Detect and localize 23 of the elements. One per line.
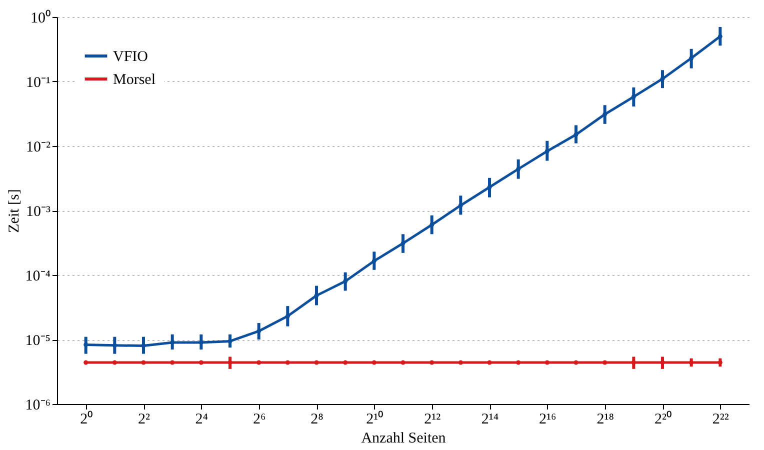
- x-tick-label: 2¹⁰: [366, 410, 384, 428]
- x-axis-title: Anzahl Seiten: [361, 430, 446, 446]
- y-tick-label: 10⁻⁵: [25, 333, 50, 349]
- y-tick-label: 10⁻²: [26, 140, 51, 156]
- x-tick-label: 2⁸: [310, 412, 324, 428]
- y-axis-title: Zeit [s]: [6, 189, 22, 233]
- x-tick-label: 2¹⁴: [481, 412, 499, 428]
- legend-label: VFIO: [113, 49, 148, 65]
- x-tick-label: 2¹⁶: [539, 412, 556, 428]
- x-tick-label: 2²: [138, 412, 150, 428]
- y-tick-label: 10⁰: [30, 10, 50, 26]
- y-tick-label: 10⁻⁴: [25, 268, 50, 284]
- x-tick-label: 2¹²: [424, 412, 442, 428]
- y-tick-label: 10⁻³: [26, 204, 51, 220]
- y-tick-label: 10⁻⁶: [25, 398, 50, 414]
- x-tick-label: 2²²: [712, 412, 730, 428]
- x-tick-label: 2⁰: [80, 410, 93, 428]
- legend-label: Morsel: [113, 72, 156, 88]
- x-tick-label: 2¹⁸: [596, 412, 614, 428]
- x-tick-label: 2⁴: [195, 412, 208, 428]
- x-tick-label: 2⁶: [252, 412, 266, 428]
- y-tick-label: 10⁻¹: [26, 75, 50, 91]
- x-tick-label: 2²⁰: [654, 410, 672, 428]
